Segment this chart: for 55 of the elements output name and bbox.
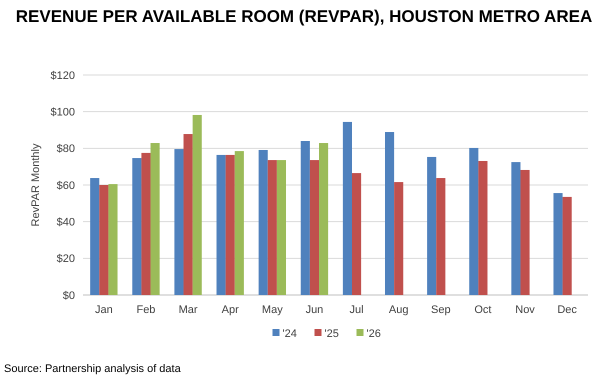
bar [300, 141, 310, 295]
bar [132, 158, 142, 295]
bar [469, 148, 478, 295]
x-tick-label: Nov [515, 304, 536, 316]
bar [553, 193, 563, 295]
bar [141, 152, 151, 295]
x-tick-label: Apr [222, 304, 240, 316]
x-tick-label: Mar [178, 304, 198, 316]
bar [319, 143, 328, 295]
bar [310, 160, 320, 295]
x-tick-label: Aug [388, 304, 408, 316]
source-note: Source: Partnership analysis of data [4, 363, 182, 375]
bar [226, 154, 235, 295]
bar [234, 151, 244, 295]
bar [99, 185, 108, 295]
bar [276, 160, 286, 295]
bar [427, 156, 436, 295]
y-tick-label: $100 [50, 106, 75, 119]
bar [90, 178, 100, 295]
bar [511, 162, 520, 295]
legend-label: '24 [282, 328, 297, 340]
bar [352, 173, 362, 295]
bar [108, 184, 118, 295]
y-tick-label: $20 [56, 253, 75, 266]
y-tick-label: $120 [50, 70, 75, 82]
chart-title: REVENUE PER AVAILABLE ROOM (REVPAR), HOUSTON METRO AREA [16, 7, 592, 26]
y-tick-label: $40 [56, 216, 75, 229]
bar [184, 134, 193, 295]
x-tick-label: Jul [350, 304, 364, 316]
bar [562, 196, 572, 295]
bar [394, 182, 404, 295]
bar [520, 170, 530, 295]
x-tick-label: Jun [306, 304, 324, 316]
bar [192, 114, 202, 295]
bar [216, 154, 226, 295]
x-tick-label: Oct [474, 304, 492, 316]
bar [258, 150, 268, 295]
legend-label: '25 [324, 328, 339, 340]
bar [384, 132, 394, 295]
bar [342, 122, 352, 295]
x-tick-label: Feb [136, 304, 156, 316]
y-tick-label: $80 [56, 143, 75, 156]
y-tick-label: $60 [56, 180, 75, 192]
y-tick-label: $0 [62, 290, 75, 302]
bar [478, 160, 488, 295]
x-tick-label: May [262, 304, 284, 316]
y-axis-title: RevPAR Monthly [30, 143, 42, 226]
bar [150, 143, 160, 295]
x-tick-label: Jan [94, 304, 113, 316]
bar [436, 178, 446, 295]
x-tick-label: Sep [431, 304, 451, 316]
x-tick-label: Dec [557, 304, 578, 316]
legend-label: '26 [366, 328, 381, 340]
bar [174, 149, 184, 295]
bar [268, 160, 277, 295]
